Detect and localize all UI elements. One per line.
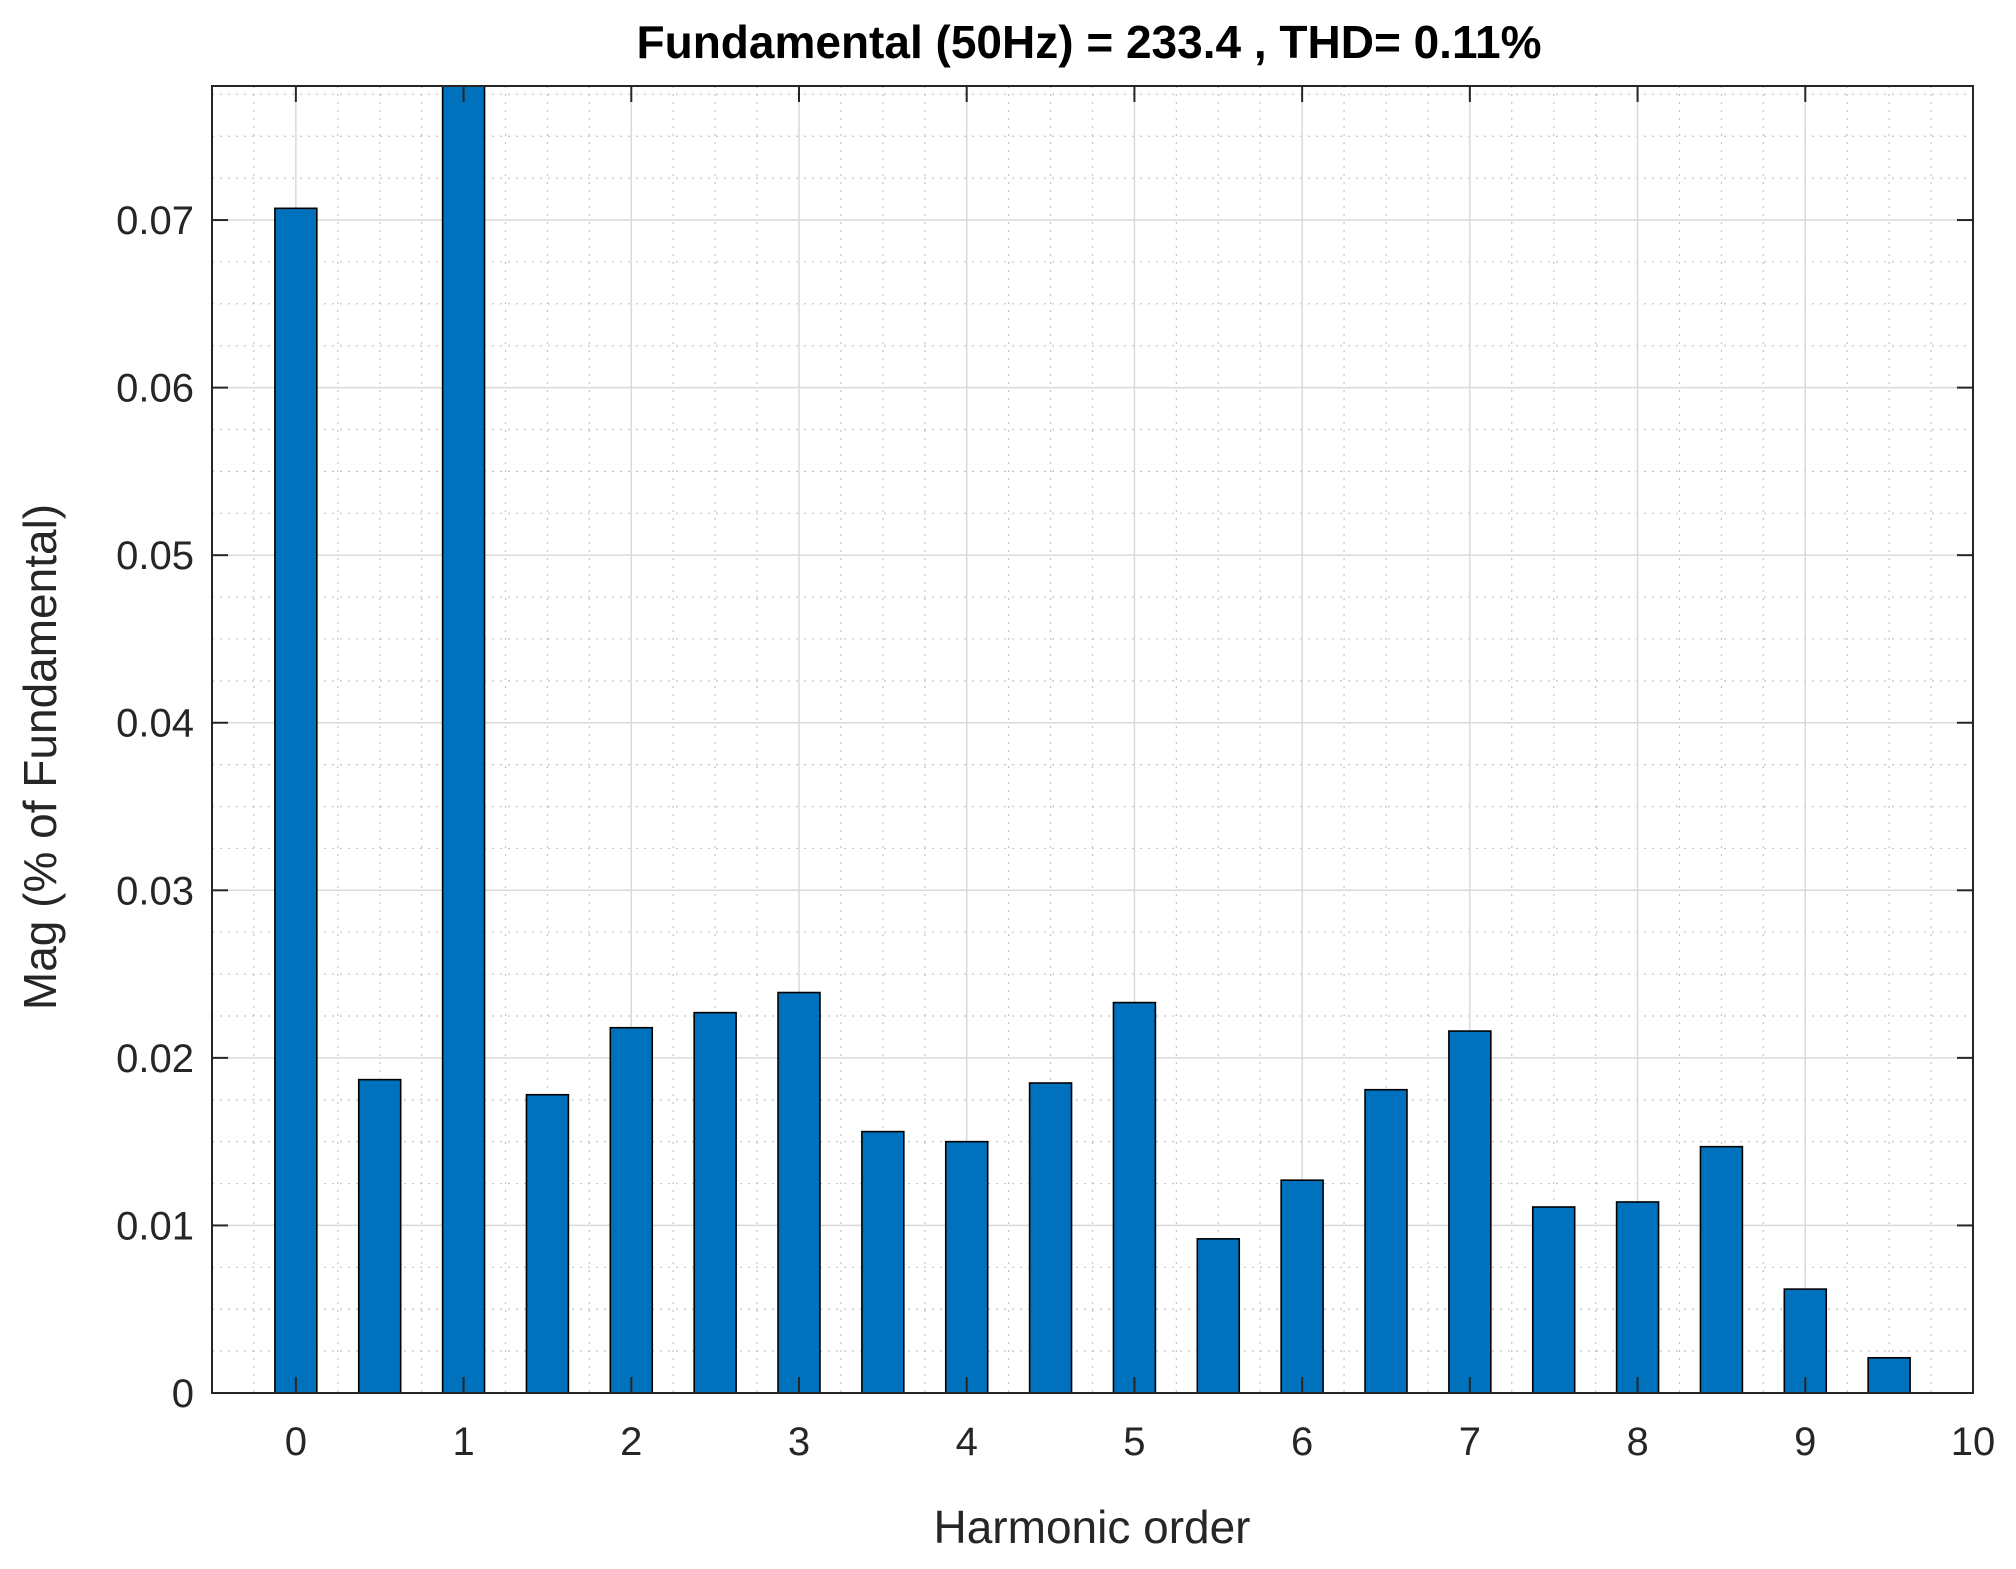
y-axis-label: Mag (% of Fundamental) [14, 504, 66, 1010]
bar-4 [609, 1026, 654, 1394]
bar-12 [1280, 1179, 1324, 1394]
x-tick-label: 7 [1459, 1420, 1481, 1464]
bar-6 [777, 991, 821, 1394]
bar-11 [1196, 1238, 1241, 1394]
y-tick-label: 0.01 [116, 1204, 194, 1248]
x-tick-label: 0 [285, 1420, 307, 1464]
bar-13 [1364, 1088, 1408, 1394]
bars [274, 85, 1911, 1394]
x-tick-label: 1 [452, 1420, 474, 1464]
tick-labels: 0 1 2 3 4 5 6 7 8 9 10 0 0.01 0.02 0.03 0.04 0.05 0.06 0.0… [116, 199, 1995, 1464]
bar-0 [274, 207, 318, 1394]
y-tick-label: 0 [172, 1372, 194, 1416]
x-tick-label: 10 [1951, 1420, 1996, 1464]
y-tick-label: 0.03 [116, 869, 194, 913]
bar-3 [525, 1093, 570, 1394]
x-tick-label: 6 [1291, 1420, 1313, 1464]
y-tick-label: 0.06 [116, 367, 194, 411]
bar-14 [1448, 1030, 1492, 1394]
x-tick-label: 9 [1794, 1420, 1816, 1464]
x-axis-label: Harmonic order [934, 1501, 1251, 1553]
x-tick-label: 8 [1626, 1420, 1648, 1464]
x-tick-label: 5 [1123, 1420, 1145, 1464]
bar-17 [1699, 1145, 1744, 1394]
plot-frame [211, 85, 1974, 1394]
bar-7 [861, 1130, 905, 1394]
bar-19 [1867, 1357, 1911, 1394]
bar-16 [1615, 1201, 1660, 1394]
x-tick-label: 4 [956, 1420, 978, 1464]
y-tick-label: 0.07 [116, 199, 194, 243]
bar-1 [357, 1078, 402, 1394]
bar-18 [1783, 1288, 1828, 1394]
y-tick-label: 0.04 [116, 702, 194, 746]
y-tick-label: 0.05 [116, 534, 194, 578]
bar-2 [441, 85, 486, 1394]
y-tick-label: 0.02 [116, 1037, 194, 1081]
axes [211, 85, 1974, 1394]
x-tick-label: 2 [620, 1420, 642, 1464]
bar-15 [1531, 1206, 1576, 1394]
bar-9 [1028, 1082, 1073, 1394]
bar-5 [693, 1011, 737, 1394]
bar-10 [1112, 1001, 1157, 1394]
chart-title: Fundamental (50Hz) = 233.4 , THD= 0.11% [637, 16, 1542, 68]
x-tick-label: 3 [788, 1420, 810, 1464]
bar-8 [944, 1140, 989, 1394]
